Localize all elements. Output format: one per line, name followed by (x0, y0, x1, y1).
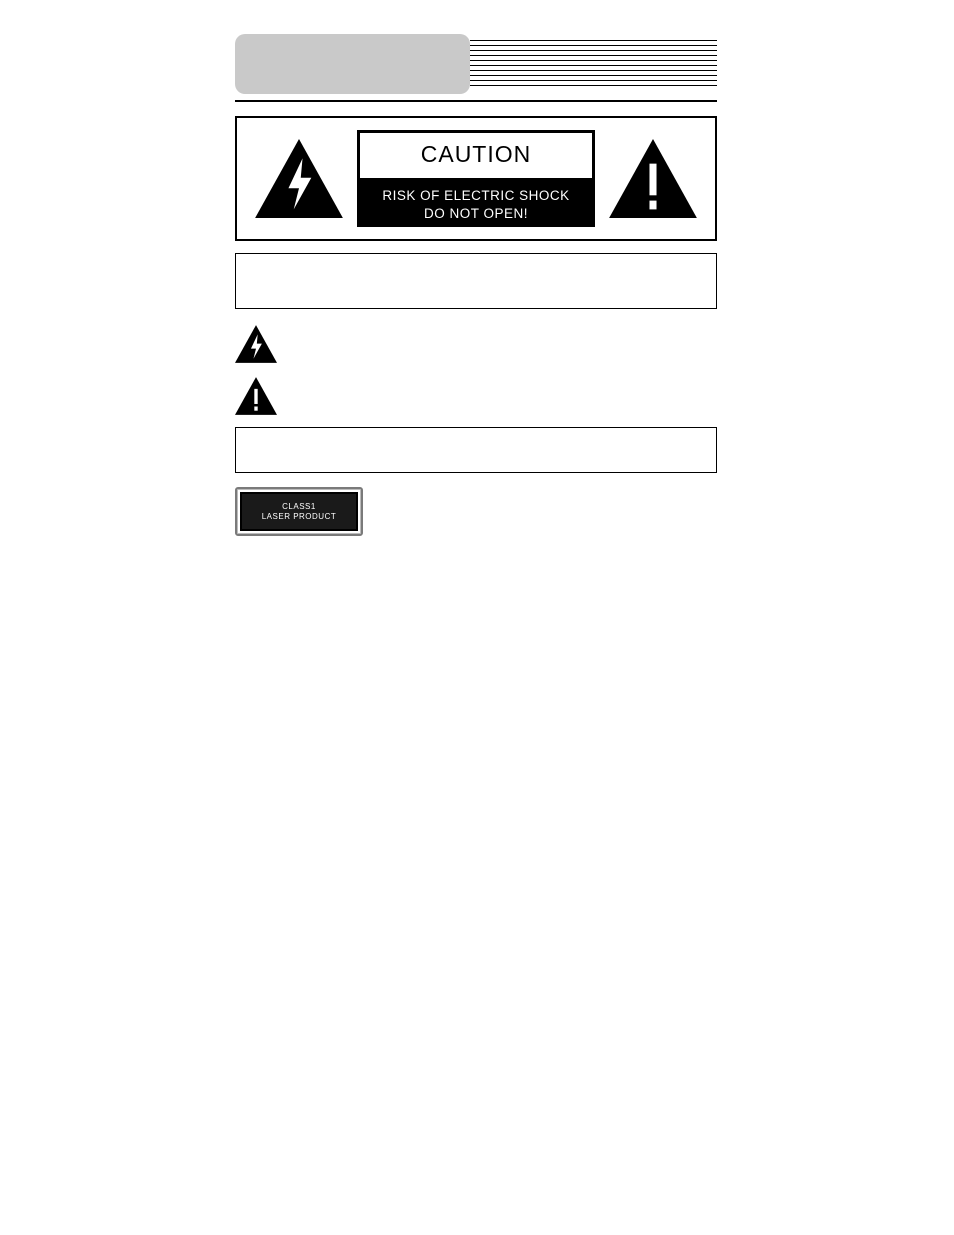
header-strip (235, 34, 717, 94)
warning-box-1 (235, 253, 717, 309)
laser-line2: LASER PRODUCT (262, 512, 337, 521)
laser-class-badge: CLASS1 LASER PRODUCT (235, 487, 363, 535)
exclaim-explain-text (291, 375, 717, 415)
page: CAUTION RISK OF ELECTRIC SHOCK DO NOT OP… (0, 0, 954, 1235)
exclamation-triangle-icon (609, 139, 697, 218)
content-column: CAUTION RISK OF ELECTRIC SHOCK DO NOT OP… (235, 34, 717, 536)
exclamation-small-icon (235, 375, 277, 417)
laser-class-badge-inner: CLASS1 LASER PRODUCT (240, 492, 358, 530)
lightning-explain-row (235, 323, 717, 365)
lightning-explain-text (291, 323, 717, 363)
lightning-triangle-icon (255, 139, 343, 218)
header-grey-block (235, 34, 470, 94)
header-rule-lines (470, 40, 717, 90)
laser-line1: CLASS1 (282, 502, 316, 511)
caution-panel: CAUTION RISK OF ELECTRIC SHOCK DO NOT OP… (235, 116, 717, 241)
caution-word: CAUTION (357, 130, 595, 181)
caution-risk-text: RISK OF ELECTRIC SHOCK DO NOT OPEN! (357, 181, 595, 227)
risk-line1: RISK OF ELECTRIC SHOCK (382, 188, 569, 203)
header-underline (235, 100, 717, 102)
exclaim-explain-row (235, 375, 717, 417)
risk-line2: DO NOT OPEN! (424, 206, 528, 221)
caution-label-group: CAUTION RISK OF ELECTRIC SHOCK DO NOT OP… (357, 130, 595, 227)
warning-box-2 (235, 427, 717, 473)
lightning-small-icon (235, 323, 277, 365)
